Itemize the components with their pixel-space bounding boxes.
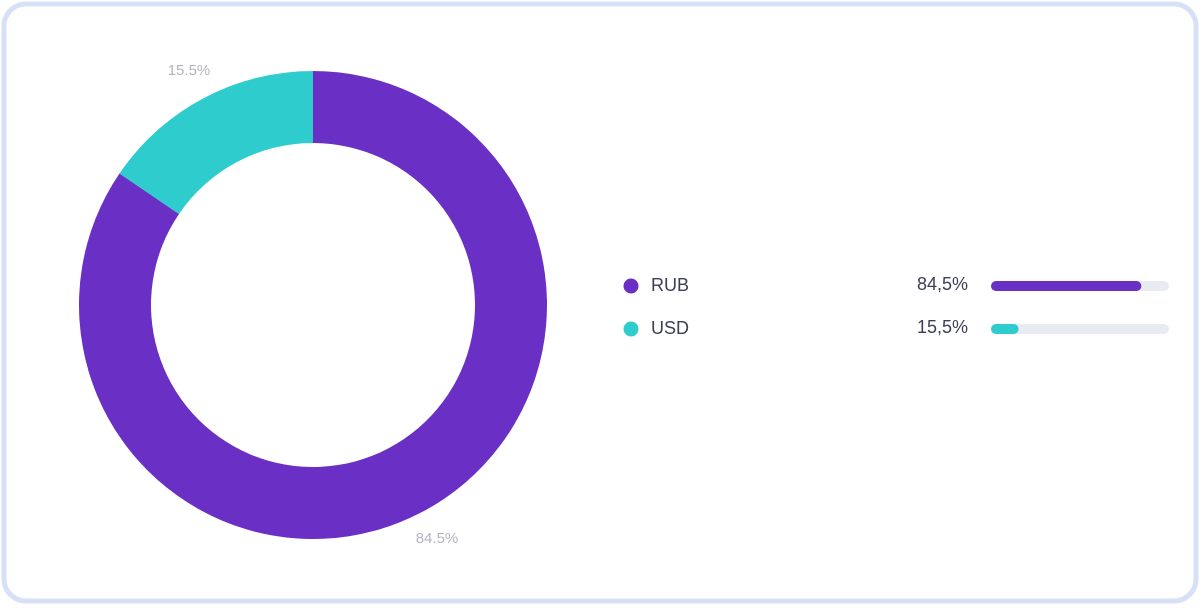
donut-segment xyxy=(119,71,314,214)
segment-label: 84.5% xyxy=(416,530,459,547)
segment-label: 15.5% xyxy=(168,62,211,79)
legend-name: RUB xyxy=(651,275,689,295)
legend-dot xyxy=(623,278,639,294)
legend-name: USD xyxy=(651,318,689,338)
legend-dot xyxy=(623,321,639,337)
legend-value: 84,5% xyxy=(917,274,968,294)
donut-segment xyxy=(79,71,548,539)
legend-value: 15,5% xyxy=(917,317,968,337)
legend-bar xyxy=(991,281,1142,291)
legend-bar-track xyxy=(991,324,1169,334)
legend-bar xyxy=(991,324,1019,334)
